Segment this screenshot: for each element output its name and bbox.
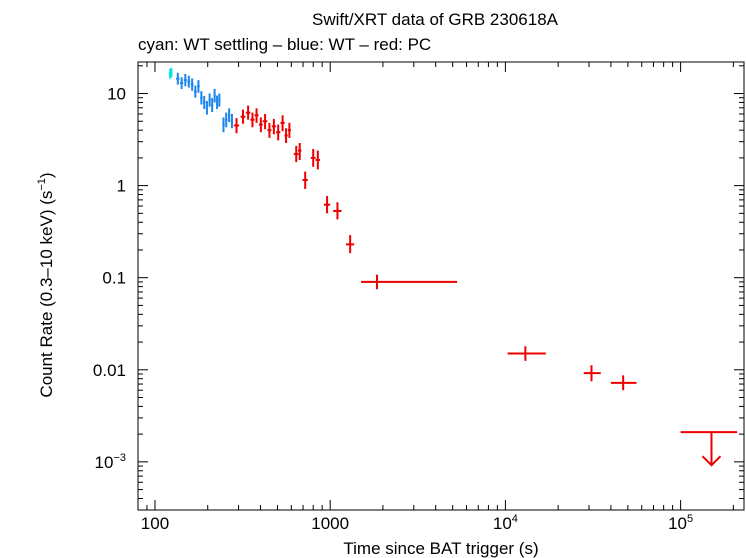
data-point — [333, 202, 342, 220]
data-point — [216, 95, 219, 109]
y-axis-label-main: Count Rate (0.3–10 keV) (s — [37, 191, 56, 398]
y-tick-label: 10−3 — [95, 452, 126, 472]
x-tick-label-sup: 4 — [512, 513, 518, 525]
x-tick-label: 105 — [668, 513, 693, 533]
data-point — [208, 93, 211, 107]
data-point — [250, 112, 255, 128]
upper-limit-marker — [680, 431, 738, 467]
data-point — [507, 346, 546, 361]
data-point — [361, 274, 458, 290]
data-point — [211, 98, 214, 113]
data-point — [225, 112, 228, 128]
y-tick-label-base: 10 — [107, 85, 126, 104]
upper-limit-arrow-head — [701, 455, 722, 467]
data-point — [222, 117, 225, 133]
data-point — [254, 108, 259, 123]
data-point — [200, 91, 203, 105]
data-point — [180, 77, 184, 89]
data-point — [227, 108, 231, 123]
y-tick-label: 10 — [107, 85, 126, 104]
data-point — [583, 365, 601, 382]
data-point — [230, 113, 234, 129]
y-axis-label: Count Rate (0.3–10 keV) (s−1) — [36, 172, 56, 397]
data-point — [293, 145, 299, 163]
x-tick-label-sup: 5 — [687, 513, 693, 525]
y-tick-label-base: 0.1 — [102, 269, 126, 288]
y-tick-label-base: 10 — [95, 453, 114, 472]
y-axis-label-sup: −1 — [36, 178, 48, 191]
data-point — [187, 75, 191, 88]
data-point — [280, 115, 285, 132]
x-tick-label-base: 1000 — [311, 514, 349, 533]
data-point — [258, 117, 263, 133]
y-tick-label-base: 1 — [117, 177, 126, 196]
y-tick-label: 0.1 — [102, 269, 126, 288]
data-point — [245, 105, 251, 120]
data-point — [183, 73, 187, 87]
data-point — [233, 118, 240, 134]
data-points — [168, 67, 738, 467]
data-point — [271, 118, 276, 135]
data-point — [194, 85, 197, 98]
data-point — [197, 80, 200, 93]
data-point — [287, 122, 291, 138]
x-axis-label: Time since BAT trigger (s) — [343, 539, 538, 558]
data-point — [276, 124, 281, 141]
data-point — [315, 150, 321, 170]
data-point — [190, 78, 194, 91]
plot-frame — [137, 61, 745, 511]
data-point — [205, 100, 209, 115]
chart-title: Swift/XRT data of GRB 230618A — [312, 10, 559, 29]
x-tick-label: 100 — [141, 514, 169, 533]
y-tick-label: 0.01 — [93, 361, 126, 380]
data-point — [610, 375, 637, 391]
data-point — [345, 235, 355, 254]
data-point — [297, 143, 302, 160]
y-tick-label: 1 — [117, 177, 126, 196]
data-point — [240, 109, 246, 124]
data-point — [267, 122, 272, 138]
y-tick-label-sup: −3 — [113, 452, 126, 464]
data-point — [203, 96, 206, 109]
axis-ticks — [137, 62, 744, 511]
x-tick-label-base: 10 — [668, 514, 687, 533]
x-tick-label: 104 — [493, 513, 518, 533]
data-point — [302, 171, 308, 189]
chart-subtitle: cyan: WT settling – blue: WT – red: PC — [138, 35, 431, 54]
data-point — [323, 196, 331, 214]
data-point — [218, 93, 221, 107]
data-point — [176, 72, 180, 85]
y-axis-label-end: ) — [37, 172, 56, 178]
y-tick-label-base: 0.01 — [93, 361, 126, 380]
x-tick-labels: 100 1000 104 105 — [141, 513, 693, 533]
x-tick-label: 1000 — [311, 514, 349, 533]
data-point — [170, 67, 173, 78]
data-point — [284, 128, 288, 144]
data-point — [213, 88, 216, 103]
data-point — [262, 113, 268, 130]
x-tick-label-base: 10 — [493, 514, 512, 533]
data-point — [310, 148, 316, 167]
x-tick-label-base: 100 — [141, 514, 169, 533]
